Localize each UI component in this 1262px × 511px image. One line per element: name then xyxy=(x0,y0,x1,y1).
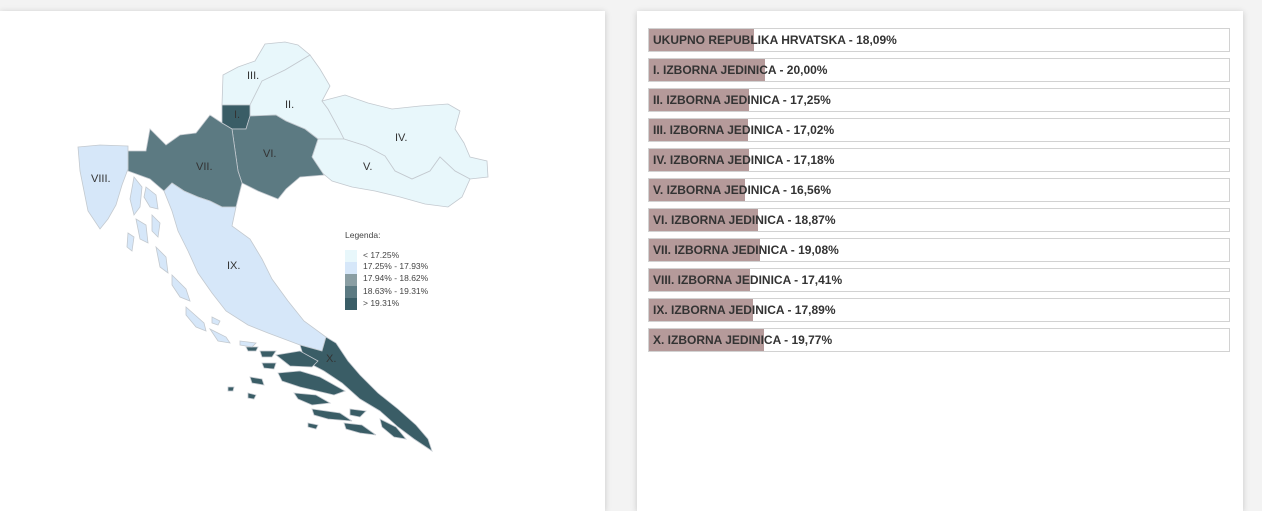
region-label-IX: IX. xyxy=(227,260,240,272)
bar-fill xyxy=(649,59,765,81)
bar-row-unit-V[interactable]: V. IZBORNA JEDINICA - 16,56% xyxy=(648,178,1230,202)
bar-row-total[interactable]: UKUPNO REPUBLIKA HRVATSKA - 18,09% xyxy=(648,28,1230,52)
region-label-IV: IV. xyxy=(395,132,407,144)
island xyxy=(293,392,332,406)
island xyxy=(307,422,319,430)
island xyxy=(379,418,407,440)
island xyxy=(247,392,257,400)
bar-label: III. IZBORNA JEDINICA - 17,02% xyxy=(653,123,835,137)
region-label-X: X. xyxy=(326,353,336,365)
adriatic-islands xyxy=(126,176,257,348)
region-VIII[interactable] xyxy=(77,144,129,230)
region-label-V: V. xyxy=(363,161,372,173)
legend-label-2: 17.25% - 17.93% xyxy=(363,261,429,271)
legend-label-3: 17.94% - 18.62% xyxy=(363,273,429,283)
bar-fill xyxy=(649,179,746,201)
island xyxy=(245,346,259,352)
bar-fill xyxy=(649,269,750,291)
results-bar-panel: UKUPNO REPUBLIKA HRVATSKA - 18,09% I. IZ… xyxy=(637,11,1243,511)
bar-row-unit-I[interactable]: I. IZBORNA JEDINICA - 20,00% xyxy=(648,58,1230,82)
croatia-electoral-map: III. II. I. IV. V. VI. VII. VIII. IX. X.… xyxy=(77,41,489,452)
legend-swatch-5 xyxy=(345,298,357,310)
bar-row-unit-II[interactable]: II. IZBORNA JEDINICA - 17,25% xyxy=(648,88,1230,112)
bar-label: V. IZBORNA JEDINICA - 16,56% xyxy=(653,183,832,197)
region-label-VIII: VIII. xyxy=(91,173,111,185)
region-label-VII: VII. xyxy=(196,161,213,173)
region-IX[interactable] xyxy=(163,182,327,352)
legend-swatch-1 xyxy=(345,250,357,262)
bar-fill xyxy=(649,149,749,171)
region-label-I: I. xyxy=(234,109,240,121)
bar-fill xyxy=(649,209,759,231)
bar-label: X. IZBORNA JEDINICA - 19,77% xyxy=(653,333,833,347)
region-label-II: II. xyxy=(285,99,294,111)
bar-row-unit-III[interactable]: III. IZBORNA JEDINICA - 17,02% xyxy=(648,118,1230,142)
map-legend: Legenda: < 17.25% 17.25% - 17.93% 17.94%… xyxy=(345,230,429,310)
bar-row-unit-VI[interactable]: VI. IZBORNA JEDINICA - 18,87% xyxy=(648,208,1230,232)
bar-label: UKUPNO REPUBLIKA HRVATSKA - 18,09% xyxy=(653,33,897,47)
bar-row-unit-VII[interactable]: VII. IZBORNA JEDINICA - 19,08% xyxy=(648,238,1230,262)
island xyxy=(349,408,367,418)
legend-label-5: > 19.31% xyxy=(363,298,400,308)
bar-label: IX. IZBORNA JEDINICA - 17,89% xyxy=(653,303,836,317)
bar-label: VII. IZBORNA JEDINICA - 19,08% xyxy=(653,243,839,257)
bar-label: IV. IZBORNA JEDINICA - 17,18% xyxy=(653,153,835,167)
bar-row-unit-X[interactable]: X. IZBORNA JEDINICA - 19,77% xyxy=(648,328,1230,352)
bar-fill xyxy=(649,89,750,111)
island xyxy=(227,386,235,392)
bar-fill xyxy=(649,329,764,351)
bar-row-unit-IX[interactable]: IX. IZBORNA JEDINICA - 17,89% xyxy=(648,298,1230,322)
bar-fill xyxy=(649,29,754,51)
map-panel: III. II. I. IV. V. VI. VII. VIII. IX. X.… xyxy=(0,11,605,511)
bar-label: VIII. IZBORNA JEDINICA - 17,41% xyxy=(653,273,843,287)
legend-label-1: < 17.25% xyxy=(363,250,400,260)
bar-label: I. IZBORNA JEDINICA - 20,00% xyxy=(653,63,828,77)
legend-swatch-4 xyxy=(345,286,357,298)
bar-label: II. IZBORNA JEDINICA - 17,25% xyxy=(653,93,831,107)
region-V[interactable] xyxy=(311,138,471,208)
bar-label: VI. IZBORNA JEDINICA - 18,87% xyxy=(653,213,836,227)
island xyxy=(249,376,265,386)
bar-fill xyxy=(649,239,760,261)
island xyxy=(275,350,319,368)
island xyxy=(277,370,346,396)
legend-label-4: 18.63% - 19.31% xyxy=(363,286,429,296)
bar-fill xyxy=(649,299,753,321)
region-X-mainland[interactable] xyxy=(299,336,433,452)
island xyxy=(311,408,353,422)
legend-swatch-3 xyxy=(345,274,357,286)
island xyxy=(343,422,377,436)
island xyxy=(259,350,277,358)
region-X-islands xyxy=(227,346,407,440)
region-label-VI: VI. xyxy=(263,148,276,160)
legend-title: Legenda: xyxy=(345,230,380,240)
island xyxy=(261,362,277,370)
legend-swatch-2 xyxy=(345,262,357,274)
bar-fill xyxy=(649,119,748,141)
bar-row-unit-IV[interactable]: IV. IZBORNA JEDINICA - 17,18% xyxy=(648,148,1230,172)
bar-row-unit-VIII[interactable]: VIII. IZBORNA JEDINICA - 17,41% xyxy=(648,268,1230,292)
region-label-III: III. xyxy=(247,70,259,82)
